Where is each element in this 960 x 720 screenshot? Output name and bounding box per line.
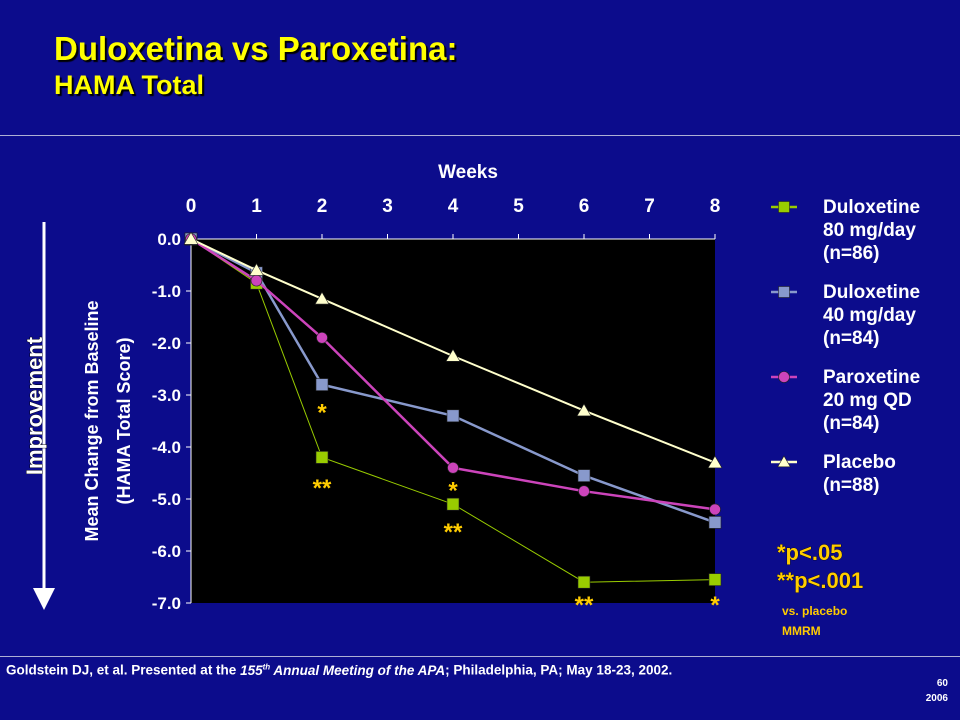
data-point-duloxetine40 xyxy=(315,378,329,391)
data-point-paroxetine xyxy=(578,485,590,498)
x-axis-label: Weeks xyxy=(438,162,498,183)
y-tick-label: -4.0 xyxy=(152,438,181,457)
significance-marker: ** xyxy=(313,475,332,502)
legend-marker-placebo xyxy=(777,455,791,468)
data-point-paroxetine xyxy=(250,274,263,287)
y-tick-label: -5.0 xyxy=(152,490,181,509)
y-axis-label-units: (HAMA Total Score) xyxy=(114,337,134,504)
data-point-placebo xyxy=(707,455,723,469)
legend-label: (n=86) xyxy=(823,243,880,264)
data-point-paroxetine xyxy=(709,503,721,516)
legend-label: Placebo xyxy=(823,452,896,473)
improvement-label: Improvement xyxy=(22,336,47,475)
y-axis-label: Mean Change from Baseline xyxy=(82,300,102,541)
x-tick-label: 0 xyxy=(186,196,197,217)
data-point-duloxetine40 xyxy=(446,409,460,423)
x-tick-label: 3 xyxy=(382,196,393,217)
significance-marker: * xyxy=(317,400,327,427)
y-tick-label: -1.0 xyxy=(152,282,181,301)
slide-number: 60 xyxy=(936,678,948,689)
legend-label: Duloxetine xyxy=(823,197,920,218)
slide-number-block: 60 2006 xyxy=(926,676,948,706)
footer-divider xyxy=(0,656,960,657)
significance-marker: * xyxy=(710,592,720,619)
significance-marker: ** xyxy=(575,592,594,619)
series-line-duloxetine40 xyxy=(190,237,716,524)
x-tick-label: 1 xyxy=(251,196,262,217)
x-tick-label: 5 xyxy=(513,196,524,217)
x-tick-label: 7 xyxy=(644,196,655,217)
citation-meeting: 155th Annual Meeting of the APA xyxy=(240,662,446,678)
legend-label: 40 mg/day xyxy=(823,305,916,326)
data-point-placebo xyxy=(249,263,264,276)
legend-label: (n=84) xyxy=(823,328,880,349)
data-point-placebo xyxy=(445,348,461,362)
x-tick-label: 2 xyxy=(317,196,328,217)
y-tick-label: -3.0 xyxy=(152,386,181,405)
data-point-paroxetine xyxy=(447,461,459,474)
citation-meeting-num: 155 xyxy=(240,662,263,678)
improvement-arrow-head xyxy=(33,588,55,610)
y-tick-label: -2.0 xyxy=(152,334,181,353)
pvalue-note-2: MMRM xyxy=(782,624,821,638)
legend-label: 20 mg QD xyxy=(823,390,912,411)
legend-label: (n=84) xyxy=(823,413,880,434)
pvalue-label-1: *p<.05 xyxy=(777,540,842,565)
data-point-duloxetine40 xyxy=(577,469,591,482)
x-tick-label: 4 xyxy=(448,196,459,217)
citation: Goldstein DJ, et al. Presented at the 15… xyxy=(6,662,672,678)
data-point-duloxetine80 xyxy=(577,575,591,589)
significance-marker: * xyxy=(448,478,458,505)
significance-marker: ** xyxy=(444,519,463,546)
data-point-placebo xyxy=(576,403,592,417)
slide-year: 2006 xyxy=(925,693,948,704)
data-point-placebo xyxy=(183,231,199,245)
pvalue-note-1: vs. placebo xyxy=(782,604,847,618)
slide-subtitle: HAMA Total xyxy=(54,70,204,100)
legend-marker-duloxetine40 xyxy=(778,286,790,298)
title-divider xyxy=(0,135,960,136)
slide-title-block: Duloxetina vs Paroxetina: HAMA Total xyxy=(54,30,457,102)
legend-marker-paroxetine xyxy=(778,371,790,383)
data-point-duloxetine40 xyxy=(708,516,722,529)
y-axis-label-group: Mean Change from Baseline (HAMA Total Sco… xyxy=(82,300,134,541)
slide-title: Duloxetina vs Paroxetina: xyxy=(54,30,458,67)
y-tick-label: -7.0 xyxy=(152,594,181,613)
x-tick-label: 8 xyxy=(710,196,721,217)
legend-label: 80 mg/day xyxy=(823,220,916,241)
legend-label: Duloxetine xyxy=(823,282,920,303)
x-tick-label: 6 xyxy=(579,196,590,217)
series-line-placebo xyxy=(190,238,716,464)
data-point-duloxetine80 xyxy=(446,497,460,511)
citation-suffix: ; Philadelphia, PA; May 18-23, 2002. xyxy=(445,662,673,678)
legend-label: Paroxetine xyxy=(823,367,920,388)
data-point-placebo xyxy=(314,291,330,305)
y-tick-label: -6.0 xyxy=(152,542,181,561)
series-line-paroxetine xyxy=(190,237,716,511)
improvement-label-group: Improvement xyxy=(22,336,48,476)
pvalue-label-2: **p<.001 xyxy=(777,568,863,593)
data-point-duloxetine80 xyxy=(708,573,722,586)
data-point-paroxetine xyxy=(316,331,328,344)
citation-meeting-sup: th xyxy=(262,662,271,671)
legend-label: (n=88) xyxy=(823,475,880,496)
data-point-duloxetine80 xyxy=(315,451,329,464)
y-tick-label: 0.0 xyxy=(157,230,181,249)
legend-marker-duloxetine80 xyxy=(778,201,790,213)
citation-prefix: Goldstein DJ, et al. Presented at the xyxy=(6,662,241,678)
series-line-duloxetine80 xyxy=(190,238,716,583)
citation-meeting-rest: Annual Meeting of the APA xyxy=(270,662,446,678)
